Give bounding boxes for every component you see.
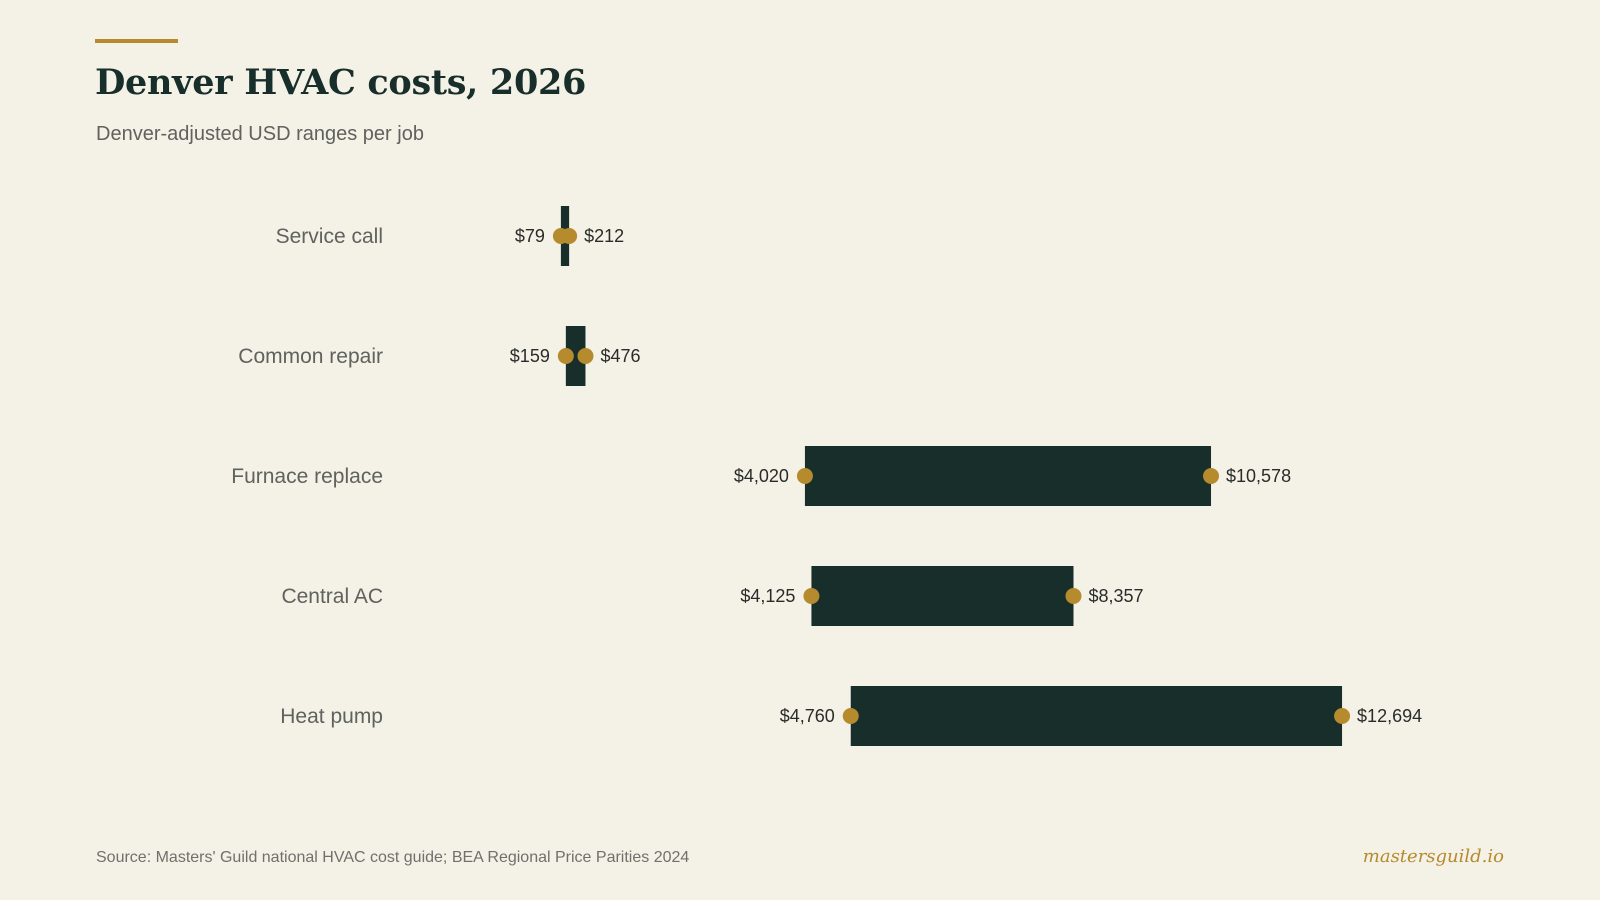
high-value-label: $212 (584, 226, 624, 246)
range-row: Service call $79 $212 (276, 206, 624, 266)
high-marker (561, 228, 578, 244)
high-marker (1065, 588, 1082, 604)
range-row: Heat pump $4,760 $12,694 (280, 686, 1422, 746)
low-marker (803, 588, 820, 604)
range-row: Central AC $4,125 $8,357 (281, 566, 1144, 626)
low-value-label: $79 (515, 226, 545, 246)
range-bar (804, 446, 1212, 506)
category-label: Heat pump (280, 705, 383, 728)
source-note: Source: Masters' Guild national HVAC cos… (96, 849, 690, 866)
low-marker (842, 708, 859, 724)
category-label: Furnace replace (231, 465, 383, 488)
low-marker (557, 348, 574, 364)
high-value-label: $12,694 (1357, 706, 1422, 726)
high-marker (1334, 708, 1351, 724)
range-bar (811, 566, 1074, 626)
low-value-label: $159 (510, 346, 550, 366)
chart-title: Denver HVAC costs, 2026 (95, 62, 587, 103)
brand-link[interactable]: mastersguild.io (1362, 846, 1504, 867)
chart-subtitle: Denver-adjusted USD ranges per job (96, 123, 424, 145)
high-marker (577, 348, 594, 364)
range-row: Common repair $159 $476 (238, 326, 641, 386)
high-value-label: $10,578 (1226, 466, 1291, 486)
high-value-label: $8,357 (1088, 586, 1143, 606)
range-bar (565, 326, 586, 386)
range-bar (850, 686, 1343, 746)
category-label: Common repair (238, 345, 383, 368)
range-row: Furnace replace $4,020 $10,578 (231, 446, 1291, 506)
title-accent-rule (95, 39, 178, 43)
category-label: Central AC (281, 585, 383, 608)
category-label: Service call (276, 225, 383, 248)
high-value-label: $476 (600, 346, 640, 366)
low-value-label: $4,020 (734, 466, 789, 486)
low-marker (796, 468, 813, 484)
low-value-label: $4,760 (780, 706, 835, 726)
low-value-label: $4,125 (740, 586, 795, 606)
high-marker (1203, 468, 1220, 484)
